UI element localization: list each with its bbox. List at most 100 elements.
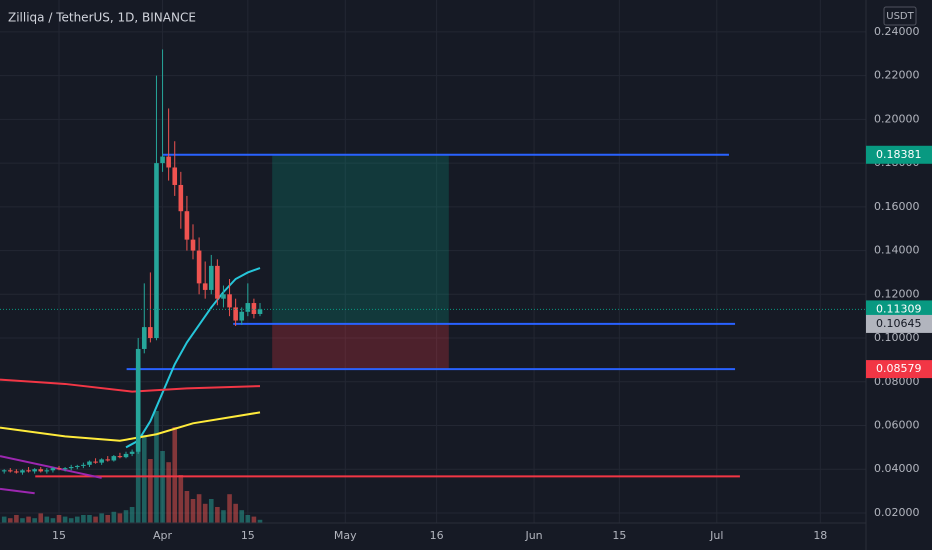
- candle-body: [178, 184, 184, 212]
- x-tick-label: Jul: [709, 529, 723, 542]
- volume-bar: [74, 516, 80, 523]
- volume-bar: [105, 515, 111, 523]
- volume-bar: [239, 510, 245, 523]
- volume-bar: [208, 499, 214, 523]
- volume-bar: [26, 516, 31, 523]
- indicator-line: [0, 455, 102, 479]
- y-tick-label: 0.10000: [874, 331, 920, 344]
- stop-zone: [272, 323, 449, 370]
- price-label-box: [866, 360, 932, 379]
- volume-bar: [117, 513, 123, 523]
- volume-bar: [50, 518, 56, 523]
- volume-bar: [129, 507, 135, 523]
- candle-body: [99, 459, 104, 463]
- candle-body: [14, 471, 19, 473]
- volume-bar: [1, 516, 7, 523]
- price-label: 0.18381: [876, 148, 922, 161]
- volume-bar: [14, 515, 19, 523]
- x-tick-label: 15: [612, 529, 626, 542]
- candle-body: [196, 250, 202, 284]
- candle-body: [233, 307, 238, 321]
- candle-body: [20, 470, 25, 473]
- x-tick-label: 18: [813, 529, 827, 542]
- volume-bar: [141, 435, 147, 523]
- volume-bar: [178, 475, 184, 523]
- y-tick-label: 0.12000: [874, 287, 920, 300]
- volume-bar: [93, 516, 98, 523]
- volume-bar: [123, 510, 129, 523]
- volume-bar: [38, 513, 44, 523]
- volume-bar: [99, 513, 104, 523]
- candle-body: [245, 303, 251, 312]
- volume-bar: [148, 459, 153, 523]
- candle-body: [105, 459, 111, 461]
- x-tick-label: May: [334, 529, 357, 542]
- volume-bar: [215, 507, 220, 523]
- volume-bar: [160, 451, 165, 523]
- volume-bar: [172, 427, 178, 523]
- indicator-line: [125, 267, 261, 449]
- x-tick-label: Apr: [153, 529, 173, 542]
- volume-bar: [233, 503, 238, 523]
- y-tick-label: 0.22000: [874, 69, 920, 82]
- candle-body: [202, 283, 208, 290]
- candle-body: [154, 163, 159, 339]
- volume-bar: [111, 511, 117, 523]
- price-label: 0.08579: [876, 362, 922, 375]
- y-tick-label: 0.06000: [874, 418, 920, 431]
- volume-bar: [257, 519, 263, 523]
- volume-bar: [62, 516, 68, 523]
- indicator-line: [0, 487, 35, 495]
- currency: USDT: [886, 11, 914, 22]
- candle-body: [93, 461, 98, 463]
- y-tick-label: 0.02000: [874, 506, 920, 519]
- candle-body: [208, 265, 214, 290]
- volume-bar: [44, 516, 50, 523]
- y-tick-label: 0.16000: [874, 200, 920, 213]
- volume-bar: [190, 499, 196, 523]
- volume-bar: [154, 411, 159, 523]
- candle-body: [7, 470, 13, 472]
- candle-body: [62, 468, 68, 470]
- candle-body: [68, 467, 74, 469]
- volume-bar: [166, 462, 171, 523]
- candle-body: [56, 468, 62, 470]
- candle-body: [148, 327, 153, 339]
- candle-body: [135, 348, 141, 452]
- price-label-box: [866, 314, 932, 333]
- volume-bar: [87, 515, 92, 523]
- x-tick-label: 16: [430, 529, 444, 542]
- chart-title: Zilliqa / TetherUS, 1D, BINANCE: [8, 11, 196, 25]
- y-tick-label: 0.24000: [874, 25, 920, 38]
- y-tick-label: 0.20000: [874, 112, 920, 125]
- candle-body: [74, 465, 80, 468]
- volume-bar: [32, 518, 37, 523]
- target-zone: [272, 154, 449, 324]
- price-label: 0.11309: [876, 302, 922, 315]
- candle-body: [184, 211, 190, 240]
- x-tick-label: Jun: [524, 529, 542, 542]
- candle-body: [26, 470, 31, 472]
- x-tick-label: 15: [52, 529, 66, 542]
- candle-body: [44, 470, 50, 472]
- candle-body: [32, 469, 37, 472]
- volume-bar: [221, 510, 226, 523]
- candle-body: [251, 303, 257, 314]
- x-tick-label: 15: [241, 529, 255, 542]
- candle-body: [215, 265, 220, 299]
- candle-body: [221, 294, 226, 299]
- candle-body: [239, 311, 245, 321]
- y-tick-label: 0.14000: [874, 244, 920, 257]
- candle-body: [129, 451, 135, 454]
- indicator-line: [0, 378, 261, 393]
- candle-body: [117, 456, 123, 458]
- volume-bar: [227, 494, 232, 523]
- volume-bar: [245, 515, 251, 523]
- candle-body: [50, 468, 56, 471]
- volume-bar: [251, 516, 257, 523]
- currency-box[interactable]: [883, 6, 917, 26]
- candle-body: [160, 156, 165, 164]
- candle-body: [257, 309, 263, 314]
- volume-bar: [184, 491, 190, 523]
- candle-body: [81, 464, 86, 466]
